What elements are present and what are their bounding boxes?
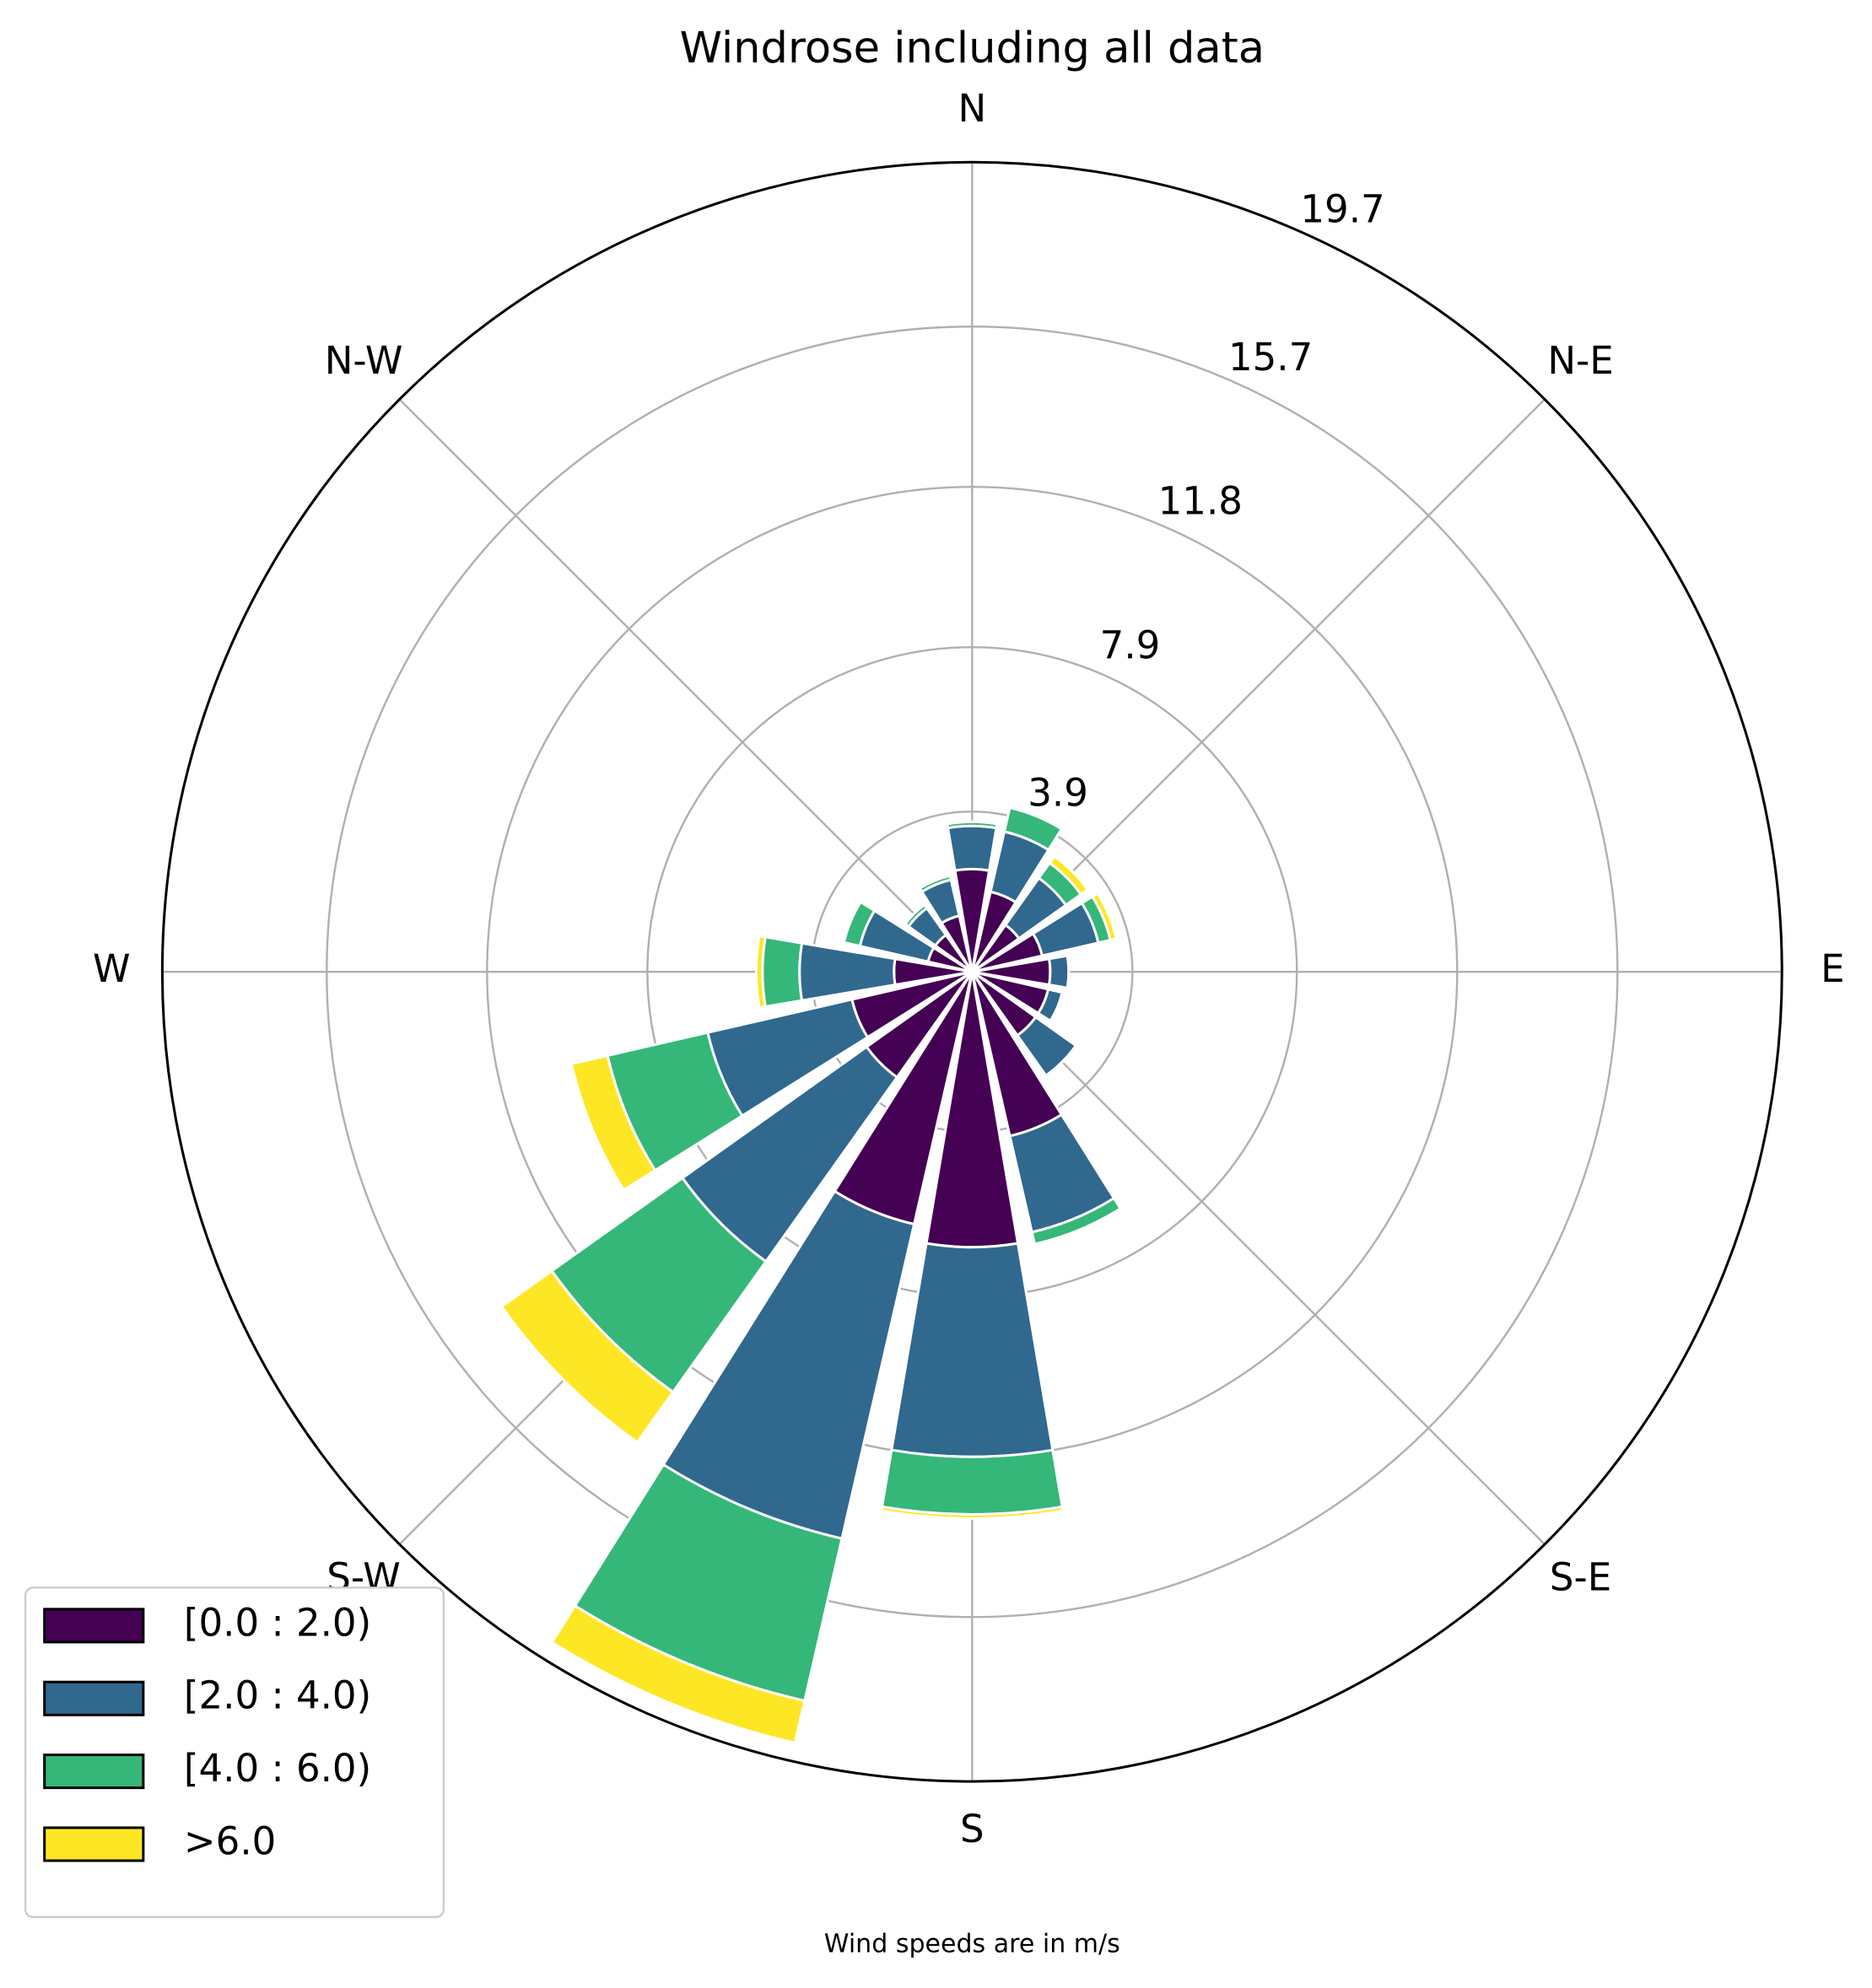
r-tick-label: 19.7 xyxy=(1300,187,1384,232)
wedge xyxy=(1034,1207,1122,1246)
wedge xyxy=(1065,955,1071,989)
wedge xyxy=(499,1269,675,1445)
direction-label: N xyxy=(958,86,986,131)
outer-circle xyxy=(160,160,1783,1783)
wedge xyxy=(1049,992,1064,1022)
legend-swatch xyxy=(43,1754,145,1790)
legend-label: [4.0 : 6.0) xyxy=(184,1746,371,1791)
legend-label: >6.0 xyxy=(184,1818,276,1863)
r-tick-label: 11.8 xyxy=(1158,479,1243,524)
wedge xyxy=(1048,854,1090,897)
r-tick-label: 7.9 xyxy=(1100,622,1161,667)
spoke xyxy=(971,971,1546,1545)
direction-label: E xyxy=(1821,946,1844,991)
wedge xyxy=(755,934,767,1010)
r-tick-label: 3.9 xyxy=(1028,771,1088,816)
legend-swatch xyxy=(43,1680,145,1716)
chart-subtitle: Wind speeds are in m/s xyxy=(824,1929,1120,1958)
legend-label: [0.0 : 2.0) xyxy=(184,1600,371,1645)
direction-label: S-E xyxy=(1550,1554,1611,1599)
wedge xyxy=(880,1448,1064,1516)
r-tick-label: 15.7 xyxy=(1228,335,1313,380)
legend: [0.0 : 2.0) [2.0 : 4.0) [4.0 : 6.0) >6.0 xyxy=(24,1587,445,1919)
wedge xyxy=(569,1053,657,1192)
wedge xyxy=(761,935,804,1009)
wedge xyxy=(1047,954,1071,989)
direction-label: W xyxy=(93,946,131,991)
direction-label: N-E xyxy=(1547,338,1613,383)
wedge xyxy=(1090,892,1119,942)
wedge xyxy=(879,1505,1065,1520)
spoke xyxy=(398,398,974,973)
wedge xyxy=(550,1603,807,1745)
direction-label: S xyxy=(960,1807,985,1851)
wedge xyxy=(946,824,998,872)
direction-label: N-W xyxy=(325,338,403,383)
chart-title: Windrose including all data xyxy=(680,24,1265,73)
legend-swatch xyxy=(43,1608,145,1644)
wedge xyxy=(890,1242,1055,1458)
legend-label: [2.0 : 4.0) xyxy=(184,1673,371,1718)
legend-swatch xyxy=(43,1826,145,1862)
wedge xyxy=(842,901,862,943)
